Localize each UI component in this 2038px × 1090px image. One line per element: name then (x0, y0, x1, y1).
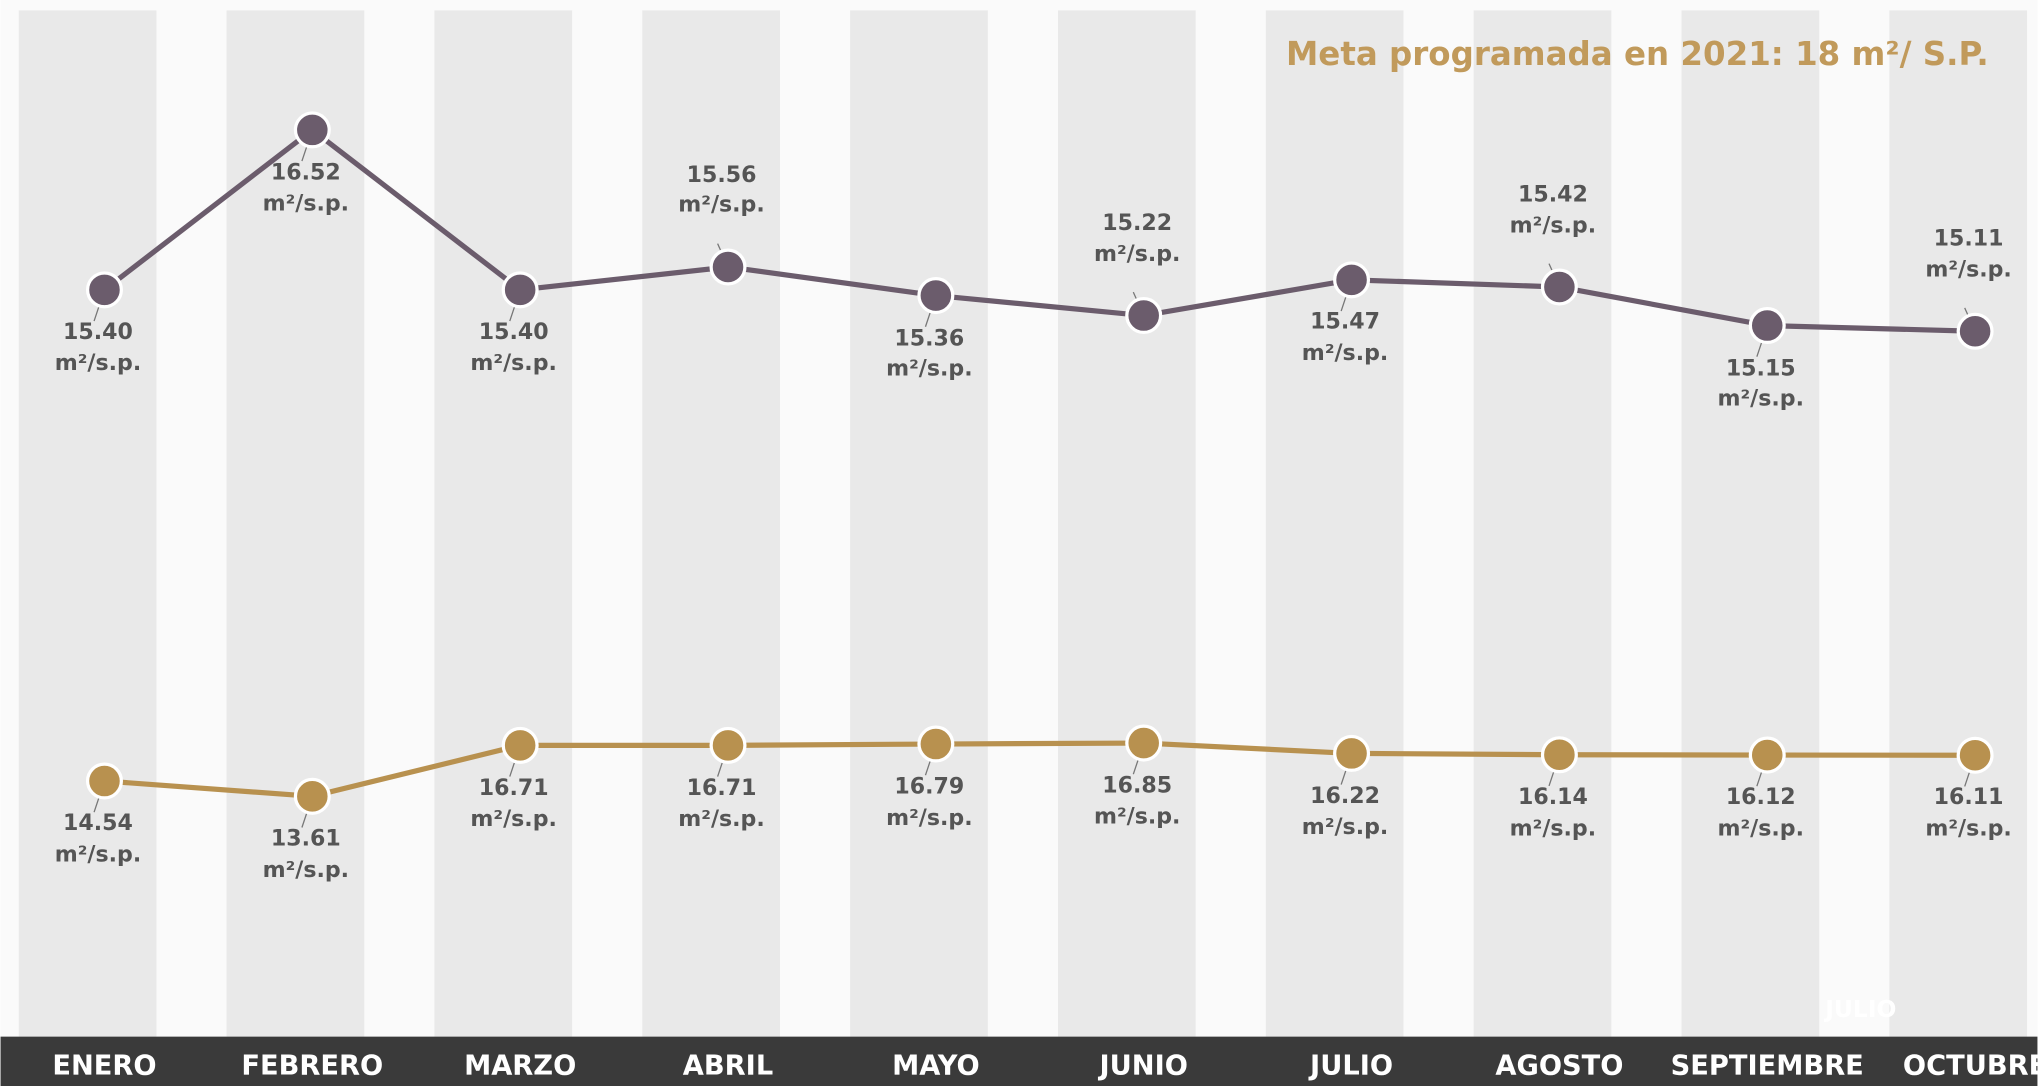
value-label-box: 15.22 m²/s.p. (1066, 209, 1209, 287)
stripe (1474, 10, 1612, 1036)
value-label-box: 16.71 m²/s.p. (442, 774, 585, 852)
point (1958, 314, 1992, 348)
value-label: 15.15 m²/s.p. (1689, 354, 1832, 416)
value-label-box: 15.36 m²/s.p. (858, 324, 1001, 402)
x-tick-label: AGOSTO (1495, 1050, 1623, 1081)
point (1750, 309, 1784, 343)
value-label: 16.14 m²/s.p. (1481, 783, 1624, 845)
value-label: 15.11 m²/s.p. (1897, 225, 2038, 287)
stripe (434, 10, 572, 1036)
value-label: 16.71 m²/s.p. (442, 774, 585, 836)
value-label: 15.56 m²/s.p. (650, 160, 793, 222)
value-label: 16.71 m²/s.p. (650, 774, 793, 836)
point (919, 279, 953, 313)
value-label: 15.42 m²/s.p. (1481, 180, 1624, 242)
point (1335, 263, 1369, 297)
point (1127, 299, 1161, 333)
value-label: 15.36 m²/s.p. (858, 324, 1001, 386)
stripe (850, 10, 988, 1036)
chart-title: Meta programada en 2021: 18 m²/ S.P. (1286, 35, 1989, 73)
point (503, 273, 537, 307)
point (88, 273, 122, 307)
value-label: 16.12 m²/s.p. (1689, 784, 1832, 846)
x-tick-label: MARZO (464, 1050, 576, 1081)
value-label: 16.11 m²/s.p. (1897, 784, 2038, 846)
x-tick-label: MAYO (892, 1050, 980, 1081)
value-label-box: 16.71 m²/s.p. (650, 774, 793, 852)
value-label-box: 16.52 m²/s.p. (234, 158, 377, 236)
x-tick-label: SEPTIEMBRE (1671, 1050, 1864, 1081)
point (1335, 737, 1369, 771)
value-label-box: 16.79 m²/s.p. (858, 773, 1001, 851)
x-tick-label: JUNIO (1097, 1050, 1187, 1081)
value-label: 15.40 m²/s.p. (27, 318, 170, 380)
chart: Meta programada en 2021: 18 m²/ S.P. JUL… (0, 0, 2038, 1086)
value-label: 15.22 m²/s.p. (1066, 209, 1209, 271)
value-label: 14.54 m²/s.p. (27, 810, 170, 872)
value-label: 15.40 m²/s.p. (442, 318, 585, 380)
value-label-box: 13.61 m²/s.p. (234, 825, 377, 903)
value-label-box: 16.85 m²/s.p. (1066, 772, 1209, 850)
note: JULIO (1823, 995, 1896, 1023)
value-label: 15.47 m²/s.p. (1274, 308, 1417, 370)
point (503, 728, 537, 762)
point (1543, 738, 1577, 772)
value-label: 16.22 m²/s.p. (1274, 782, 1417, 844)
point (295, 779, 329, 813)
value-label-box: 15.11 m²/s.p. (1897, 225, 2038, 303)
point (88, 764, 122, 798)
x-tick-label: FEBRERO (241, 1050, 383, 1081)
value-label-box: 16.11 m²/s.p. (1897, 784, 2038, 862)
value-label-box: 15.56 m²/s.p. (650, 160, 793, 238)
value-label: 13.61 m²/s.p. (234, 825, 377, 887)
point (295, 113, 329, 147)
value-label: 16.79 m²/s.p. (858, 773, 1001, 835)
value-label-box: 15.47 m²/s.p. (1274, 308, 1417, 386)
value-label-box: 15.15 m²/s.p. (1689, 354, 1832, 432)
value-label-box: 15.42 m²/s.p. (1481, 180, 1624, 258)
point (711, 250, 745, 284)
point (1127, 726, 1161, 760)
stripe (1682, 10, 1820, 1036)
value-label-box: 16.12 m²/s.p. (1689, 784, 1832, 862)
point (711, 728, 745, 762)
x-tick-label: ENERO (52, 1050, 156, 1081)
x-tick-label: ABRIL (683, 1050, 773, 1081)
value-label-box: 15.40 m²/s.p. (27, 318, 170, 396)
value-label-box: 15.40 m²/s.p. (442, 318, 585, 396)
value-label: 16.52 m²/s.p. (234, 158, 377, 220)
value-label-box: 16.22 m²/s.p. (1274, 782, 1417, 860)
stripe (1058, 10, 1196, 1036)
stripe (1889, 10, 2027, 1036)
point (1958, 738, 1992, 772)
stripe (1266, 10, 1404, 1036)
value-label-box: 16.14 m²/s.p. (1481, 783, 1624, 861)
x-tick-label: OCTUBRE (1903, 1050, 2038, 1081)
point (1750, 738, 1784, 772)
point (1543, 270, 1577, 304)
x-tick-label: JULIO (1308, 1050, 1393, 1081)
point (919, 727, 953, 761)
value-label-box: 14.54 m²/s.p. (27, 810, 170, 888)
value-label: 16.85 m²/s.p. (1066, 772, 1209, 834)
